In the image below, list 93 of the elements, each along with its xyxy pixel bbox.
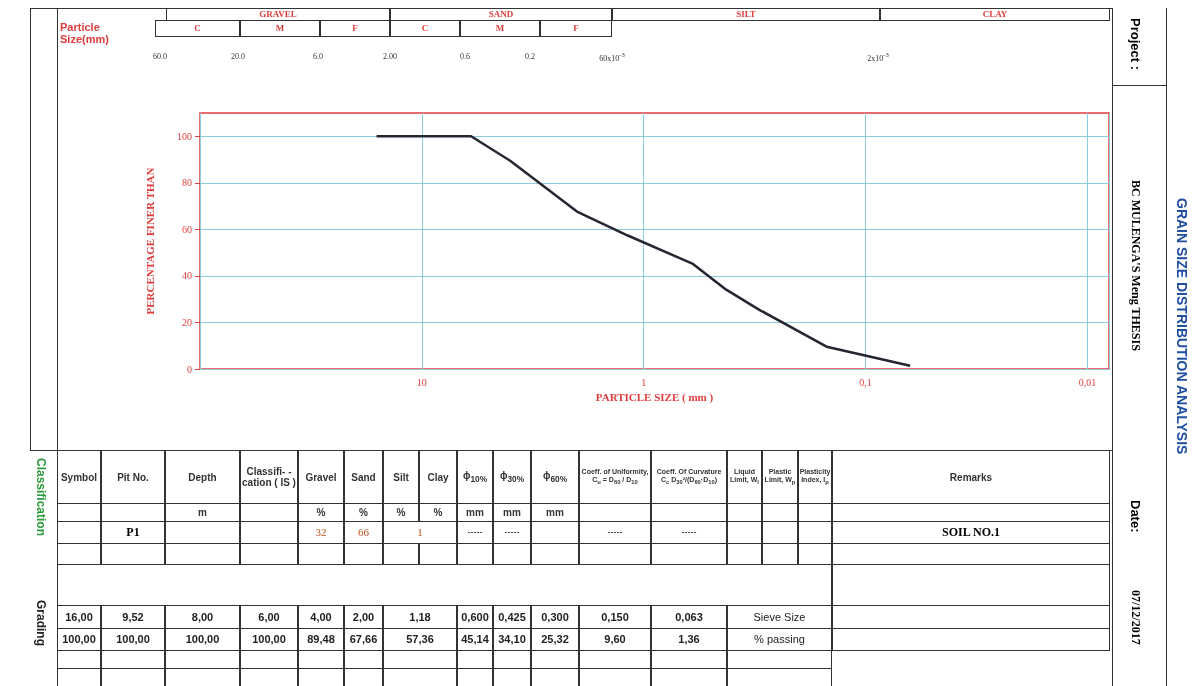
x-tick-label: 1: [641, 376, 647, 388]
text: Remarks: [949, 471, 993, 483]
text: C: [421, 22, 429, 34]
text: SILT: [736, 8, 756, 20]
text: 89,48: [307, 633, 335, 646]
text: -----: [607, 526, 623, 538]
text: 2.00: [383, 51, 397, 62]
text: 45,14: [461, 633, 489, 646]
text: 1,18: [409, 610, 431, 624]
text: % passing: [754, 633, 805, 646]
y-tick-label: 60: [182, 223, 192, 235]
text: 32: [315, 526, 327, 539]
text: 0,600: [461, 610, 489, 624]
text: 34,10: [498, 633, 526, 646]
text: m: [198, 507, 207, 518]
text: 07/12/2017: [1129, 590, 1143, 645]
text: 100,00: [116, 633, 150, 646]
y-tick-label: 100: [177, 130, 192, 142]
text: 100,00: [62, 633, 96, 646]
text: SOIL NO.1: [941, 524, 1001, 540]
text: GRAVEL: [259, 8, 297, 20]
text: 6.0: [313, 51, 323, 62]
text: Clay: [427, 471, 449, 483]
text: %: [433, 507, 443, 518]
text: %: [396, 507, 406, 518]
text: 100,00: [252, 633, 286, 646]
y-tick-label: 20: [182, 316, 192, 328]
text: Gravel: [305, 471, 337, 483]
text: Depth: [188, 471, 217, 483]
text: Sand: [351, 471, 376, 483]
text: 1,36: [678, 633, 700, 646]
text: M: [275, 22, 285, 34]
text: 0.6: [460, 51, 470, 62]
text: 60.0: [153, 51, 167, 62]
text: 4,00: [310, 610, 332, 624]
text: P1: [126, 524, 140, 540]
x-axis-title: PARTICLE SIZE ( mm ): [595, 391, 714, 405]
text: 0,300: [541, 610, 569, 624]
text: F: [352, 22, 358, 34]
text: 20.0: [231, 51, 245, 62]
text: mm: [546, 507, 564, 518]
text: 60x10$^{-3}$: [599, 50, 625, 64]
text: GRAIN SIZE DISTRIBUTION ANALYSIS: [1174, 198, 1190, 455]
text: Classification: [34, 458, 48, 537]
text: 1: [417, 526, 423, 539]
text: Sieve Size: [753, 610, 806, 624]
text: C: [194, 22, 201, 34]
text: 0,063: [675, 610, 703, 624]
text: 25,32: [541, 633, 569, 646]
text: 67,66: [349, 633, 378, 646]
text: 2x10$^{-3}$: [867, 50, 889, 64]
y-tick-label: 80: [182, 177, 192, 189]
text: Particle Size(mm): [60, 20, 110, 46]
text: Classifi- -cation ( IS ): [241, 466, 297, 488]
text: -----: [467, 526, 483, 538]
text: 0,425: [498, 610, 526, 624]
text: Date:: [1128, 500, 1143, 533]
text: 0.2: [525, 51, 535, 62]
text: Grading: [34, 600, 48, 647]
text: Symbol: [60, 471, 98, 483]
text: ϕ$_{30%}$: [499, 469, 525, 485]
text: mm: [503, 507, 521, 518]
x-tick-label: 0,01: [1078, 376, 1097, 388]
text: ϕ$_{60%}$: [542, 469, 568, 485]
text: mm: [466, 507, 484, 518]
x-tick-label: 10: [416, 376, 427, 388]
text: 8,00: [191, 610, 214, 624]
text: 66: [358, 526, 369, 539]
text: 6,00: [258, 610, 280, 624]
text: %: [316, 507, 326, 518]
text: Silt: [393, 471, 409, 483]
text: SAND: [488, 8, 514, 20]
text: M: [495, 22, 505, 34]
text: 57,36: [406, 633, 434, 646]
text: BC MULENGA'S Meng THESIS: [1129, 180, 1143, 351]
text: CLAY: [982, 8, 1008, 20]
y-tick-label: 40: [182, 270, 192, 282]
text: 16,00: [65, 610, 93, 624]
x-tick-label: 0,1: [859, 376, 872, 388]
text: %: [359, 507, 368, 518]
text: 9,60: [604, 633, 626, 646]
text: Pit No.: [117, 471, 149, 483]
y-tick-label: 0: [187, 363, 192, 375]
y-axis-title: PERCENTAGE FINER THAN: [143, 167, 156, 315]
text: 100,00: [185, 633, 220, 646]
text: 2,00: [352, 610, 375, 624]
text: Project :: [1128, 18, 1143, 71]
text: -----: [681, 526, 697, 538]
text: F: [573, 22, 579, 34]
text: 9,52: [122, 610, 144, 624]
text: ϕ$_{10%}$: [462, 469, 488, 485]
text: -----: [504, 526, 520, 538]
text: 0,150: [601, 610, 629, 624]
